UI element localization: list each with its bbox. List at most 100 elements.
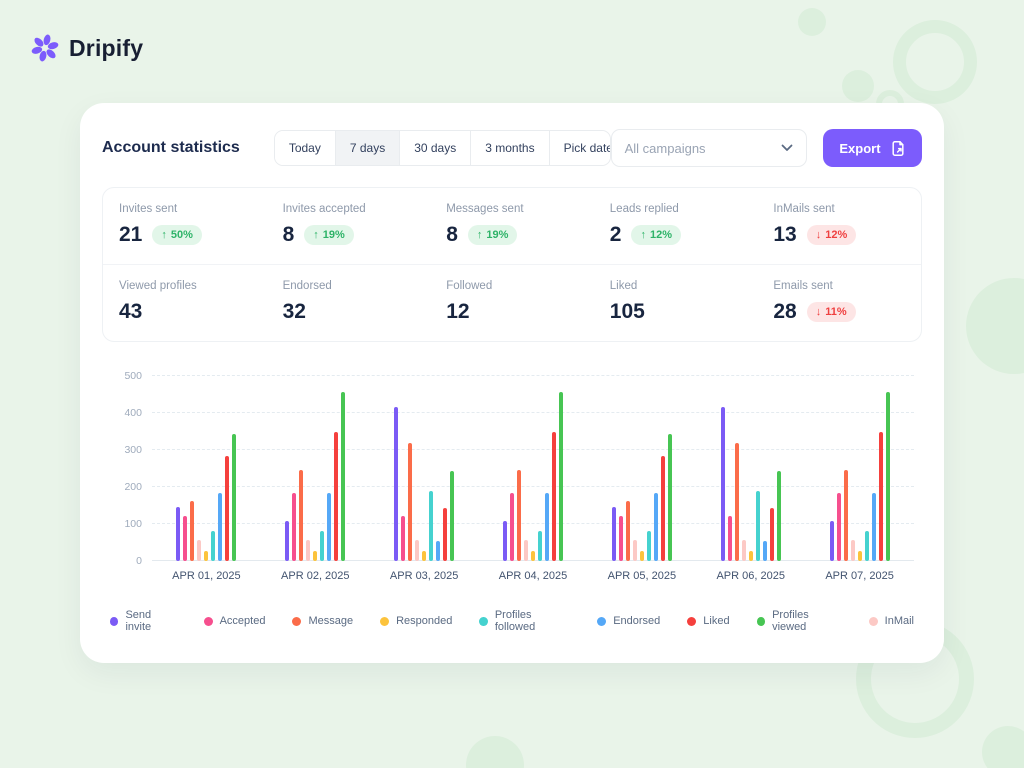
stat-label: Messages sent bbox=[446, 203, 524, 215]
chart-bar-liked[interactable] bbox=[552, 432, 556, 561]
chart-bar-profiles-viewed[interactable] bbox=[559, 392, 563, 561]
chart-bar-responded[interactable] bbox=[531, 551, 535, 561]
chart-bar-endorsed[interactable] bbox=[653, 493, 658, 561]
chart-bar-send-invite[interactable] bbox=[829, 521, 834, 561]
stat-inmails-sent: InMails sent 13 ↓ 12% bbox=[757, 203, 921, 247]
bar-group-apr-07-2025 bbox=[805, 376, 914, 561]
tab-3-months[interactable]: 3 months bbox=[471, 131, 550, 165]
chart-bar-responded[interactable] bbox=[313, 551, 318, 561]
campaign-select-value: All campaigns bbox=[624, 140, 706, 156]
chart-bar-endorsed[interactable] bbox=[436, 541, 441, 561]
chart-bar-liked[interactable] bbox=[334, 432, 339, 561]
chart-bar-send-invite[interactable] bbox=[720, 407, 725, 561]
stats-row: Invites sent 21 ↑ 50% Invites accepted 8 ↑ 19% M… bbox=[103, 188, 921, 264]
chart-bar-message[interactable] bbox=[517, 470, 521, 561]
chart-bar-message[interactable] bbox=[734, 443, 739, 561]
chart-bar-responded[interactable] bbox=[204, 551, 209, 561]
chart-bar-liked[interactable] bbox=[443, 508, 448, 561]
chart-bar-inmail[interactable] bbox=[415, 540, 420, 561]
chart-bar-accepted[interactable] bbox=[183, 516, 188, 561]
chart-bar-inmail[interactable] bbox=[197, 540, 202, 561]
export-file-icon bbox=[890, 140, 906, 157]
chart-bar-responded[interactable] bbox=[422, 551, 427, 561]
chart-bar-endorsed[interactable] bbox=[545, 493, 549, 561]
chart-bar-inmail[interactable] bbox=[524, 540, 528, 561]
y-tick-label: 400 bbox=[124, 407, 142, 419]
chart-bar-profiles-viewed[interactable] bbox=[667, 434, 672, 561]
stat-value: 2 bbox=[609, 223, 622, 246]
chart-bar-profiles-viewed[interactable] bbox=[450, 471, 455, 561]
chart-bar-profiles-followed[interactable] bbox=[538, 531, 542, 561]
chart-bar-accepted[interactable] bbox=[292, 493, 297, 561]
stat-delta-badge: ↓ 12% bbox=[806, 225, 857, 245]
chart-bar-profiles-followed[interactable] bbox=[646, 531, 651, 561]
chart-bar-inmail[interactable] bbox=[850, 540, 855, 561]
stat-emails-sent: Emails sent 28 ↓ 11% bbox=[757, 280, 921, 324]
legend-item-profiles-followed[interactable]: Profiles followed bbox=[479, 609, 570, 633]
export-button[interactable]: Export bbox=[822, 129, 922, 167]
chart-bar-endorsed[interactable] bbox=[762, 541, 767, 561]
legend-item-endorsed[interactable]: Endorsed bbox=[597, 615, 660, 627]
chart-bar-liked[interactable] bbox=[225, 456, 230, 561]
tab-7-days[interactable]: 7 days bbox=[335, 131, 401, 165]
chart-bar-message[interactable] bbox=[190, 501, 195, 561]
stat-followed: Followed 12 bbox=[430, 280, 594, 324]
chart-bar-message[interactable] bbox=[408, 443, 413, 561]
chart-bar-profiles-viewed[interactable] bbox=[341, 392, 346, 561]
legend-item-message[interactable]: Message bbox=[292, 615, 353, 627]
chart-bar-message[interactable] bbox=[843, 470, 848, 561]
chart-bar-inmail[interactable] bbox=[632, 540, 637, 561]
legend-item-responded[interactable]: Responded bbox=[380, 615, 452, 627]
chart-bar-responded[interactable] bbox=[748, 551, 753, 561]
chart-bar-liked[interactable] bbox=[660, 456, 665, 561]
legend-item-liked[interactable]: Liked bbox=[687, 615, 730, 627]
chart-bar-profiles-followed[interactable] bbox=[211, 531, 216, 561]
chart-bar-profiles-followed[interactable] bbox=[429, 491, 434, 561]
chart-bar-accepted[interactable] bbox=[836, 493, 841, 561]
chart-bar-profiles-followed[interactable] bbox=[864, 531, 869, 561]
chart-bar-message[interactable] bbox=[299, 470, 304, 561]
tab-30-days[interactable]: 30 days bbox=[400, 131, 472, 165]
chart-bar-accepted[interactable] bbox=[510, 493, 514, 561]
legend-item-send-invite[interactable]: Send invite bbox=[110, 609, 177, 633]
stat-delta-value: 12% bbox=[649, 229, 672, 241]
arrow-down-icon: ↓ bbox=[815, 229, 822, 241]
legend-item-inmail[interactable]: InMail bbox=[868, 615, 914, 627]
chart-bar-accepted[interactable] bbox=[727, 516, 732, 561]
campaign-select[interactable]: All campaigns bbox=[610, 129, 807, 167]
chart-bar-endorsed[interactable] bbox=[218, 493, 223, 561]
tab-today[interactable]: Today bbox=[274, 131, 336, 165]
chart-bar-endorsed[interactable] bbox=[871, 493, 876, 561]
chart-bar-profiles-followed[interactable] bbox=[320, 531, 325, 561]
chart-bar-profiles-viewed[interactable] bbox=[885, 392, 890, 561]
chart-bar-inmail[interactable] bbox=[306, 540, 311, 561]
chart-bar-send-invite[interactable] bbox=[611, 507, 616, 561]
chart-bar-message[interactable] bbox=[625, 501, 630, 561]
y-tick-label: 200 bbox=[124, 481, 142, 493]
bar-group-apr-04-2025 bbox=[479, 376, 588, 561]
chart-bar-send-invite[interactable] bbox=[503, 521, 507, 561]
chart-bar-endorsed[interactable] bbox=[327, 493, 332, 561]
stat-label: Invites accepted bbox=[282, 203, 366, 215]
chevron-down-icon bbox=[781, 144, 793, 152]
chart-bar-profiles-followed[interactable] bbox=[755, 491, 760, 561]
chart-bar-inmail[interactable] bbox=[741, 540, 746, 561]
chart-bar-send-invite[interactable] bbox=[176, 507, 181, 561]
chart-bar-profiles-viewed[interactable] bbox=[232, 434, 237, 561]
legend-item-profiles-viewed[interactable]: Profiles viewed bbox=[756, 609, 842, 633]
chart-bar-liked[interactable] bbox=[878, 432, 883, 561]
legend-label: Profiles viewed bbox=[772, 609, 809, 633]
chart-bar-responded[interactable] bbox=[639, 551, 644, 561]
chart-bar-accepted[interactable] bbox=[618, 516, 623, 561]
chart-bar-send-invite[interactable] bbox=[394, 407, 399, 561]
tab-pick-dates[interactable]: Pick dates bbox=[549, 131, 610, 165]
legend-label: Liked bbox=[703, 615, 730, 627]
chart-bar-send-invite[interactable] bbox=[285, 521, 290, 561]
chart-bar-profiles-viewed[interactable] bbox=[776, 471, 781, 561]
chart-bar-liked[interactable] bbox=[769, 508, 774, 561]
decorative-circle bbox=[966, 278, 1024, 374]
stat-label: Emails sent bbox=[773, 280, 833, 292]
chart-bar-responded[interactable] bbox=[857, 551, 862, 561]
chart-bar-accepted[interactable] bbox=[401, 516, 406, 561]
legend-item-accepted[interactable]: Accepted bbox=[203, 615, 265, 627]
